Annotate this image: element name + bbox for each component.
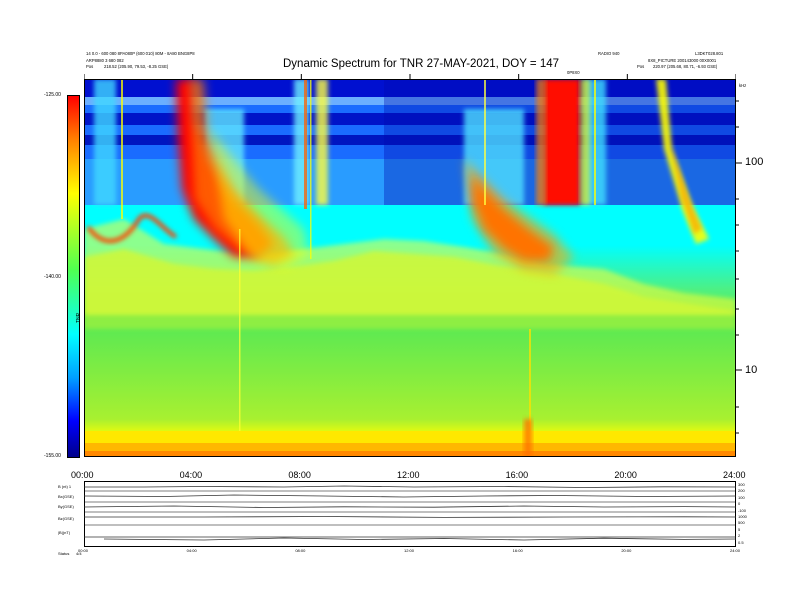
panel-scale-label: -100: [738, 507, 747, 513]
colorbar: [67, 95, 80, 458]
time-tick-label: 24:00: [723, 470, 746, 480]
freq-label-10: 10: [745, 364, 758, 376]
header-right-line1b: L3DKT028.801: [695, 51, 724, 56]
panel-time-tick-label: 24:00: [730, 548, 741, 553]
precursor-arc: [86, 213, 178, 243]
panel-scale-label: 100: [738, 494, 745, 500]
panel-time-tick-label: 04:00: [186, 548, 197, 553]
panel-row-label-3: Bz(GSE): [58, 516, 74, 521]
time-tick-label: 12:00: [397, 470, 420, 480]
header-left-line2: ARP8880 3 680 082: [86, 58, 124, 63]
panel-row-label-0: B (nt) 1: [58, 484, 72, 489]
panel-row-label-1: Bx(GSE): [58, 494, 74, 499]
spectrogram: [84, 79, 736, 457]
chart-title: Dynamic Spectrum for TNR 27-MAY-2021, DO…: [283, 58, 560, 70]
panel-status-key: Status: [58, 551, 70, 556]
panel-time-tick-label: 16:00: [512, 548, 523, 553]
panel-scale-label: 200: [738, 488, 745, 494]
panel-time-tick-label: 08:00: [295, 548, 306, 553]
field-panel: [84, 481, 736, 547]
top-time-ticks: [84, 74, 736, 80]
panel-row-label-4: |B|(nT): [58, 530, 71, 535]
marker-label: 0P8X0: [567, 70, 580, 75]
burst-1: [176, 79, 274, 257]
burst-4: [656, 79, 709, 244]
frequency-axis: [736, 100, 742, 434]
field-traces: [84, 485, 736, 541]
header-right-line3-key: Pos: [637, 64, 645, 69]
panel-scale-label: 500: [738, 520, 745, 526]
panel-scale-label: 1000: [738, 514, 747, 519]
panel-time-tick-label: 00:00: [78, 548, 89, 553]
colorbar-mid-label: -140.00: [44, 274, 61, 280]
colorbar-top-label: -125.00: [44, 92, 61, 98]
header-left-line3: 218.52 (205.90, 79.53, -8.25 GSE): [104, 64, 169, 69]
header-right-line3: 220.97 (205.68, 80.71, -6.93 GSE): [653, 64, 718, 69]
header-right-line1: RADIO 940: [598, 51, 620, 56]
panel-time-tick-label: 12:00: [404, 548, 415, 553]
time-tick-label: 20:00: [614, 470, 637, 480]
panel-scale-label: 2: [738, 533, 741, 539]
colorbar-axis-label: TNR: [76, 312, 82, 323]
header-left-line1: 14 0.0 - 600 080 8PA080P (600 010) 80M -…: [86, 51, 195, 56]
time-tick-label: 16:00: [505, 470, 529, 480]
vertical-streaks: [121, 79, 596, 457]
time-tick-label: 00:00: [71, 470, 94, 480]
burst-3: [544, 79, 580, 205]
frequency-ticks: [736, 100, 742, 434]
emission-band-upper: [84, 219, 736, 315]
panel-scale-label: 0.5: [738, 539, 744, 545]
header-right-line2: 8X8_PICTURE 200143000 00X0001: [648, 58, 717, 63]
panel-scale-label: 0: [738, 501, 741, 507]
panel-row-label-2: By(GSE): [58, 504, 74, 509]
panel-scale-label: 5: [738, 526, 741, 532]
header-left-line3-key: Pos: [86, 64, 94, 69]
time-tick-label: 08:00: [288, 470, 311, 480]
freq-unit-label: kHz: [739, 83, 747, 88]
panel-scale-label: 300: [738, 482, 745, 487]
time-tick-label: 04:00: [179, 470, 203, 480]
panel-time-tick-label: 20:00: [621, 548, 632, 553]
colorbar-bottom-label: -155.00: [44, 453, 61, 459]
panel-status-val: 4/4: [76, 551, 82, 556]
freq-label-100: 100: [745, 156, 764, 168]
